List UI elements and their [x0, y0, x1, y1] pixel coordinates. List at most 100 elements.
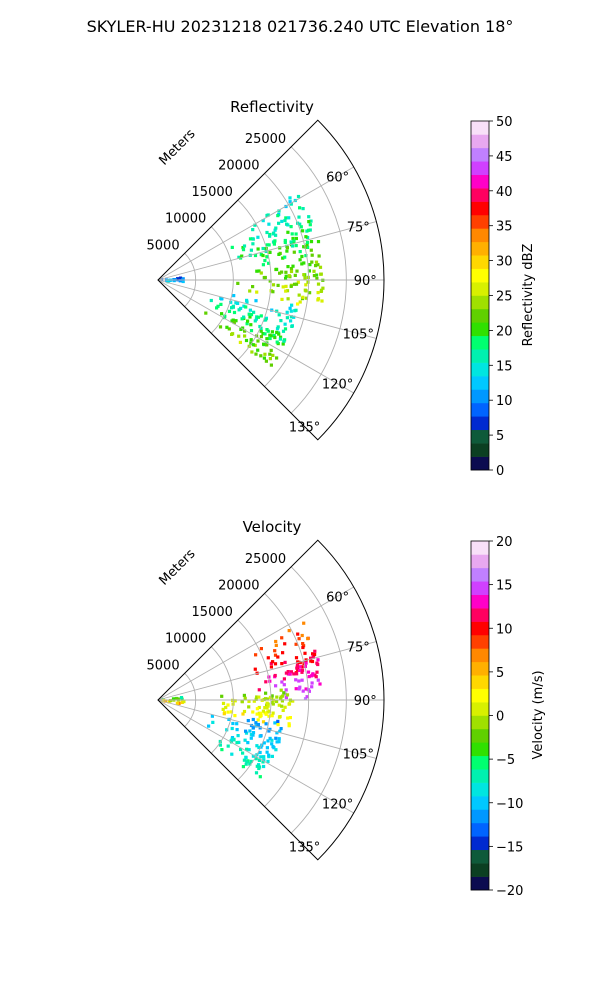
- echo-cell: [275, 699, 279, 704]
- echo-cell: [275, 740, 279, 744]
- echo-cell: [283, 705, 287, 709]
- echo-cell: [239, 327, 243, 331]
- echo-cell: [261, 253, 265, 258]
- echo-cell: [292, 672, 296, 676]
- echo-cell: [176, 277, 180, 281]
- colorbar-tick-label: 5: [496, 429, 504, 444]
- echo-cell: [168, 699, 173, 703]
- echo-cell: [268, 357, 272, 361]
- echo-cell: [265, 230, 269, 235]
- colorbar-swatch: [471, 188, 489, 202]
- echo-cell: [163, 699, 167, 703]
- echo-cell: [221, 707, 225, 711]
- echo-cell: [309, 659, 313, 663]
- echo-cell: [268, 352, 272, 356]
- echo-cell: [298, 685, 302, 689]
- echo-cell: [263, 259, 267, 263]
- echo-cell: [248, 315, 252, 319]
- echo-cell: [256, 718, 260, 722]
- colorbar-swatch: [471, 769, 489, 783]
- sector-outline: [157, 119, 385, 441]
- echo-cell: [254, 352, 258, 356]
- echo-cell: [256, 235, 260, 239]
- echo-cell: [296, 302, 300, 306]
- colorbar-swatch: [471, 255, 489, 269]
- echo-cell: [248, 237, 253, 241]
- colorbar-swatch: [471, 702, 489, 716]
- echo-cell: [229, 740, 234, 744]
- echo-cell: [248, 729, 252, 733]
- echo-cell: [316, 263, 320, 267]
- echo-cell: [255, 764, 259, 768]
- echo-cell: [308, 291, 312, 295]
- echo-cell: [273, 335, 277, 340]
- echo-cell: [285, 222, 289, 226]
- colorbar-tick-label: 10: [496, 394, 513, 409]
- echo-cell: [272, 333, 276, 338]
- echo-cell: [276, 723, 280, 727]
- echo-cell: [295, 666, 299, 670]
- echo-cell: [230, 306, 234, 310]
- echo-cell: [245, 298, 249, 302]
- azimuth-gridline: [157, 221, 377, 281]
- colorbar-swatch: [471, 836, 489, 851]
- echo-cell: [315, 670, 319, 674]
- echo-cell: [273, 649, 277, 653]
- echo-cell: [240, 254, 244, 258]
- echo-cell: [222, 712, 226, 716]
- colorbar-swatch: [471, 429, 489, 444]
- echo-cell: [237, 255, 241, 259]
- echo-cell: [289, 670, 293, 674]
- echo-cell: [277, 737, 281, 741]
- echo-cell: [273, 673, 277, 678]
- colorbar-tick-label: 25: [496, 290, 513, 305]
- colorbar-swatch: [471, 456, 489, 471]
- echo-cell: [178, 279, 182, 283]
- echo-cell: [267, 261, 271, 265]
- echo-cell: [277, 221, 281, 225]
- echo-cell: [249, 248, 253, 252]
- echo-cell: [294, 678, 298, 682]
- echo-cell: [237, 334, 241, 338]
- echo-cell: [259, 314, 263, 318]
- echo-cell: [256, 723, 260, 727]
- radial-tick-label: 15000: [192, 185, 233, 200]
- echo-cell: [310, 681, 314, 685]
- echo-cell: [259, 271, 263, 275]
- echo-cell: [289, 284, 293, 288]
- radar-echo-cells: [159, 194, 325, 367]
- echo-cell: [259, 326, 263, 330]
- echo-cell: [304, 289, 308, 293]
- colorbar-swatch: [471, 268, 489, 283]
- echo-cell: [269, 289, 273, 293]
- colorbar: 0 5 10 15 20 25 30 35 40 45 50: [470, 115, 513, 479]
- echo-cell: [286, 265, 290, 269]
- echo-cell: [278, 715, 282, 719]
- echo-cell: [233, 699, 237, 703]
- echo-cell: [242, 244, 247, 248]
- echo-cell: [310, 685, 314, 689]
- angular-tick-label: 75°: [347, 640, 370, 655]
- echo-cell: [273, 721, 277, 725]
- echo-cell: [277, 703, 281, 707]
- echo-cell: [227, 327, 231, 331]
- echo-cell: [281, 329, 286, 333]
- echo-cell: [215, 306, 219, 310]
- echo-cell: [286, 670, 290, 674]
- echo-cell: [245, 322, 249, 326]
- colorbar-tick-label: 40: [496, 185, 513, 200]
- colorbar-tick-label: 0: [496, 710, 504, 725]
- echo-cell: [280, 297, 284, 301]
- echo-cell: [309, 240, 314, 244]
- echo-cell: [253, 319, 257, 323]
- azimuth-gridline: [157, 279, 354, 394]
- echo-cell: [220, 748, 224, 752]
- echo-cell: [291, 264, 295, 268]
- echo-cell: [254, 299, 258, 303]
- echo-cell: [300, 668, 305, 672]
- echo-cell: [262, 342, 266, 346]
- echo-cell: [307, 675, 311, 679]
- echo-cell: [305, 695, 309, 699]
- echo-cell: [301, 689, 305, 693]
- echo-cell: [269, 363, 273, 367]
